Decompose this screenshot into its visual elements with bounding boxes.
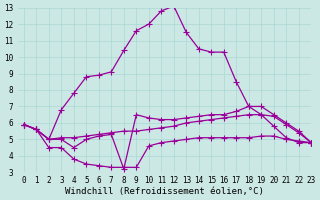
X-axis label: Windchill (Refroidissement éolien,°C): Windchill (Refroidissement éolien,°C) bbox=[65, 187, 264, 196]
